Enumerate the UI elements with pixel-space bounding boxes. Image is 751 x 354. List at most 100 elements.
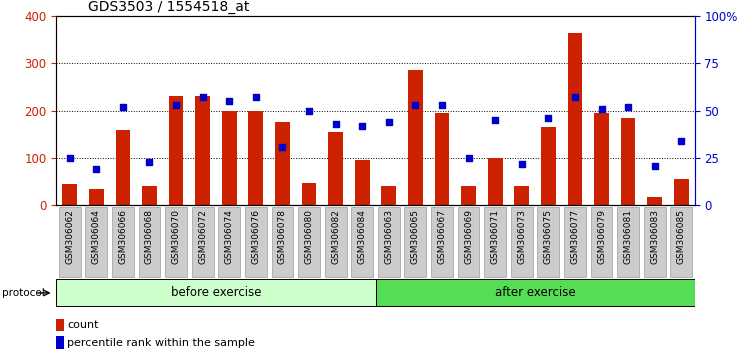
Bar	[56, 319, 65, 331]
Bar	[222, 111, 237, 205]
Point	[489, 117, 501, 123]
Point	[330, 121, 342, 127]
Text: GSM306073: GSM306073	[517, 209, 526, 264]
Text: GSM306067: GSM306067	[438, 209, 447, 264]
FancyBboxPatch shape	[591, 207, 613, 277]
Bar	[142, 186, 157, 205]
FancyBboxPatch shape	[351, 207, 373, 277]
Point	[622, 104, 634, 110]
Point	[542, 115, 554, 121]
Bar	[56, 336, 65, 349]
Point	[223, 98, 235, 104]
FancyBboxPatch shape	[324, 207, 346, 277]
Text: count: count	[68, 320, 99, 330]
FancyBboxPatch shape	[112, 207, 134, 277]
FancyBboxPatch shape	[644, 207, 665, 277]
FancyBboxPatch shape	[86, 207, 107, 277]
Point	[516, 161, 528, 166]
Text: percentile rank within the sample: percentile rank within the sample	[68, 338, 255, 348]
Point	[170, 102, 182, 108]
Point	[250, 95, 262, 100]
FancyBboxPatch shape	[245, 207, 267, 277]
FancyBboxPatch shape	[564, 207, 586, 277]
FancyBboxPatch shape	[272, 207, 294, 277]
FancyBboxPatch shape	[511, 207, 532, 277]
FancyBboxPatch shape	[59, 207, 80, 277]
FancyBboxPatch shape	[538, 207, 559, 277]
Bar	[89, 189, 104, 205]
FancyBboxPatch shape	[484, 207, 506, 277]
Point	[436, 102, 448, 108]
Point	[569, 95, 581, 100]
Text: GSM306072: GSM306072	[198, 209, 207, 264]
Bar	[249, 111, 263, 205]
Bar	[647, 197, 662, 205]
FancyBboxPatch shape	[457, 207, 479, 277]
Text: after exercise: after exercise	[495, 286, 575, 299]
Text: GSM306080: GSM306080	[304, 209, 313, 264]
Text: GSM306063: GSM306063	[385, 209, 394, 264]
FancyBboxPatch shape	[298, 207, 320, 277]
FancyBboxPatch shape	[405, 207, 427, 277]
Text: GSM306083: GSM306083	[650, 209, 659, 264]
Text: GSM306064: GSM306064	[92, 209, 101, 264]
Text: GSM306079: GSM306079	[597, 209, 606, 264]
Text: GSM306065: GSM306065	[411, 209, 420, 264]
Bar	[435, 113, 449, 205]
Point	[649, 163, 661, 169]
Point	[675, 138, 687, 144]
Point	[383, 119, 395, 125]
FancyBboxPatch shape	[617, 207, 639, 277]
Text: GSM306068: GSM306068	[145, 209, 154, 264]
Bar	[302, 183, 316, 205]
Bar	[355, 160, 369, 205]
Text: GSM306070: GSM306070	[171, 209, 180, 264]
FancyBboxPatch shape	[378, 207, 400, 277]
Text: GSM306069: GSM306069	[464, 209, 473, 264]
Bar	[408, 70, 423, 205]
Bar	[195, 96, 210, 205]
Point	[90, 166, 102, 172]
Text: GSM306081: GSM306081	[623, 209, 632, 264]
Text: GDS3503 / 1554518_at: GDS3503 / 1554518_at	[89, 0, 249, 13]
Text: GSM306078: GSM306078	[278, 209, 287, 264]
Text: before exercise: before exercise	[170, 286, 261, 299]
Bar	[328, 132, 343, 205]
Point	[143, 159, 155, 165]
Bar	[541, 127, 556, 205]
Text: GSM306082: GSM306082	[331, 209, 340, 264]
Point	[356, 123, 368, 129]
Bar	[275, 122, 290, 205]
Bar	[621, 118, 635, 205]
Text: GSM306066: GSM306066	[119, 209, 128, 264]
Text: GSM306071: GSM306071	[490, 209, 499, 264]
Text: protocol: protocol	[2, 288, 44, 298]
Bar	[568, 33, 582, 205]
Text: GSM306084: GSM306084	[357, 209, 366, 264]
FancyBboxPatch shape	[192, 207, 213, 277]
Bar	[382, 186, 396, 205]
Point	[117, 104, 129, 110]
FancyBboxPatch shape	[56, 279, 376, 307]
Point	[409, 102, 421, 108]
Text: GSM306077: GSM306077	[571, 209, 580, 264]
Point	[596, 106, 608, 112]
Point	[276, 144, 288, 149]
FancyBboxPatch shape	[431, 207, 453, 277]
Bar	[62, 184, 77, 205]
Bar	[514, 186, 529, 205]
Bar	[594, 113, 609, 205]
Point	[463, 155, 475, 161]
Point	[64, 155, 76, 161]
Text: GSM306076: GSM306076	[252, 209, 261, 264]
FancyBboxPatch shape	[671, 207, 692, 277]
Bar	[116, 130, 130, 205]
FancyBboxPatch shape	[376, 279, 695, 307]
FancyBboxPatch shape	[165, 207, 187, 277]
Text: GSM306074: GSM306074	[225, 209, 234, 264]
Text: GSM306075: GSM306075	[544, 209, 553, 264]
Text: GSM306085: GSM306085	[677, 209, 686, 264]
Bar	[461, 186, 476, 205]
Point	[197, 95, 209, 100]
FancyBboxPatch shape	[138, 207, 160, 277]
